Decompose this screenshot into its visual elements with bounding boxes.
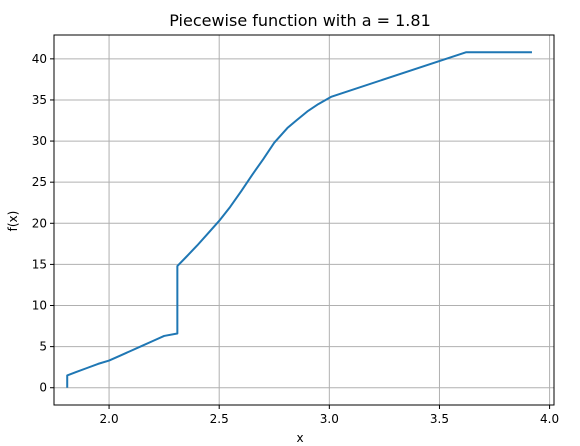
y-tick-label: 0 — [39, 381, 47, 395]
chart-title: Piecewise function with a = 1.81 — [169, 11, 431, 30]
plot-frame — [53, 34, 555, 406]
y-axis-label: f(x) — [6, 211, 20, 232]
x-axis-label: x — [296, 431, 303, 445]
series-line — [66, 51, 532, 388]
y-tick-label: 25 — [32, 175, 47, 189]
x-tick-label: 2.0 — [100, 412, 119, 426]
x-tick-label: 3.0 — [320, 412, 339, 426]
axes: 2.0 2.5 3.0 3.5 4.0 0 5 10 15 20 25 30 35 40 — [32, 34, 559, 426]
y-tick-label: 10 — [32, 299, 47, 313]
y-tick-label: 5 — [39, 340, 47, 354]
y-tick-label: 30 — [32, 134, 47, 148]
y-tick-label: 35 — [32, 93, 47, 107]
x-tick-label: 4.0 — [540, 412, 559, 426]
y-tick-label: 40 — [32, 52, 47, 66]
grid — [54, 35, 554, 405]
x-tick-label: 3.5 — [430, 412, 449, 426]
plot-area — [66, 51, 532, 388]
y-tick-label: 20 — [32, 216, 47, 230]
y-tick-label: 15 — [32, 257, 47, 271]
x-tick-label: 2.5 — [210, 412, 229, 426]
